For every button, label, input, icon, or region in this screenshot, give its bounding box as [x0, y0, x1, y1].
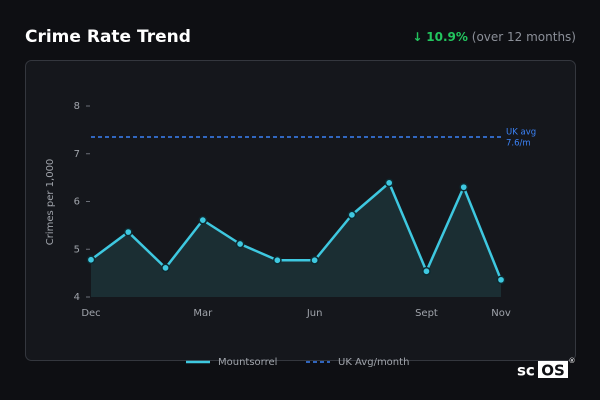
- brand-mark: ®: [569, 357, 576, 365]
- y-tick-label: 4: [74, 292, 80, 303]
- chart-title: Crime Rate Trend: [25, 27, 191, 47]
- data-point: [235, 239, 245, 249]
- brand-box: [538, 361, 568, 378]
- x-tick-label: Mar: [193, 308, 213, 319]
- data-point: [123, 227, 133, 237]
- legend-label: Mountsorrel: [218, 357, 277, 368]
- data-point: [198, 215, 208, 225]
- legend-label: UK Avg/month: [338, 357, 409, 368]
- data-point: [347, 210, 357, 220]
- y-axis-label: Crimes per 1,000: [45, 159, 56, 246]
- x-tick-label: Jun: [306, 308, 323, 319]
- brand-boxed: OS: [541, 362, 565, 380]
- change-note: (over 12 months): [472, 30, 576, 44]
- branding: sc OS ®: [517, 357, 576, 380]
- brand-text: sc: [517, 362, 535, 380]
- legend: Mountsorrel UK Avg/month: [186, 357, 409, 368]
- x-tick-label: Nov: [491, 308, 511, 319]
- change-summary: ↓ 10.9% (over 12 months): [412, 30, 576, 44]
- data-point: [310, 255, 319, 265]
- y-tick-label: 6: [74, 197, 80, 208]
- reference-annotation: UK avg: [506, 128, 536, 138]
- y-tick-label: 5: [74, 244, 80, 255]
- data-point: [422, 266, 431, 276]
- change-arrow: ↓: [412, 30, 422, 44]
- reference-annotation: 7.6/m: [506, 139, 531, 149]
- data-point: [273, 255, 282, 265]
- data-point: [496, 275, 506, 285]
- y-tick-label: 7: [74, 149, 80, 160]
- y-tick-label: 8: [74, 101, 80, 112]
- data-point: [161, 263, 170, 273]
- data-point: [459, 182, 469, 192]
- data-point: [384, 178, 394, 188]
- x-tick-label: Sept: [415, 308, 438, 319]
- change-value: 10.9%: [426, 30, 468, 44]
- x-tick-label: Dec: [81, 308, 100, 319]
- series-line: [90, 181, 503, 281]
- data-point: [86, 255, 96, 265]
- series-area: [91, 182, 501, 297]
